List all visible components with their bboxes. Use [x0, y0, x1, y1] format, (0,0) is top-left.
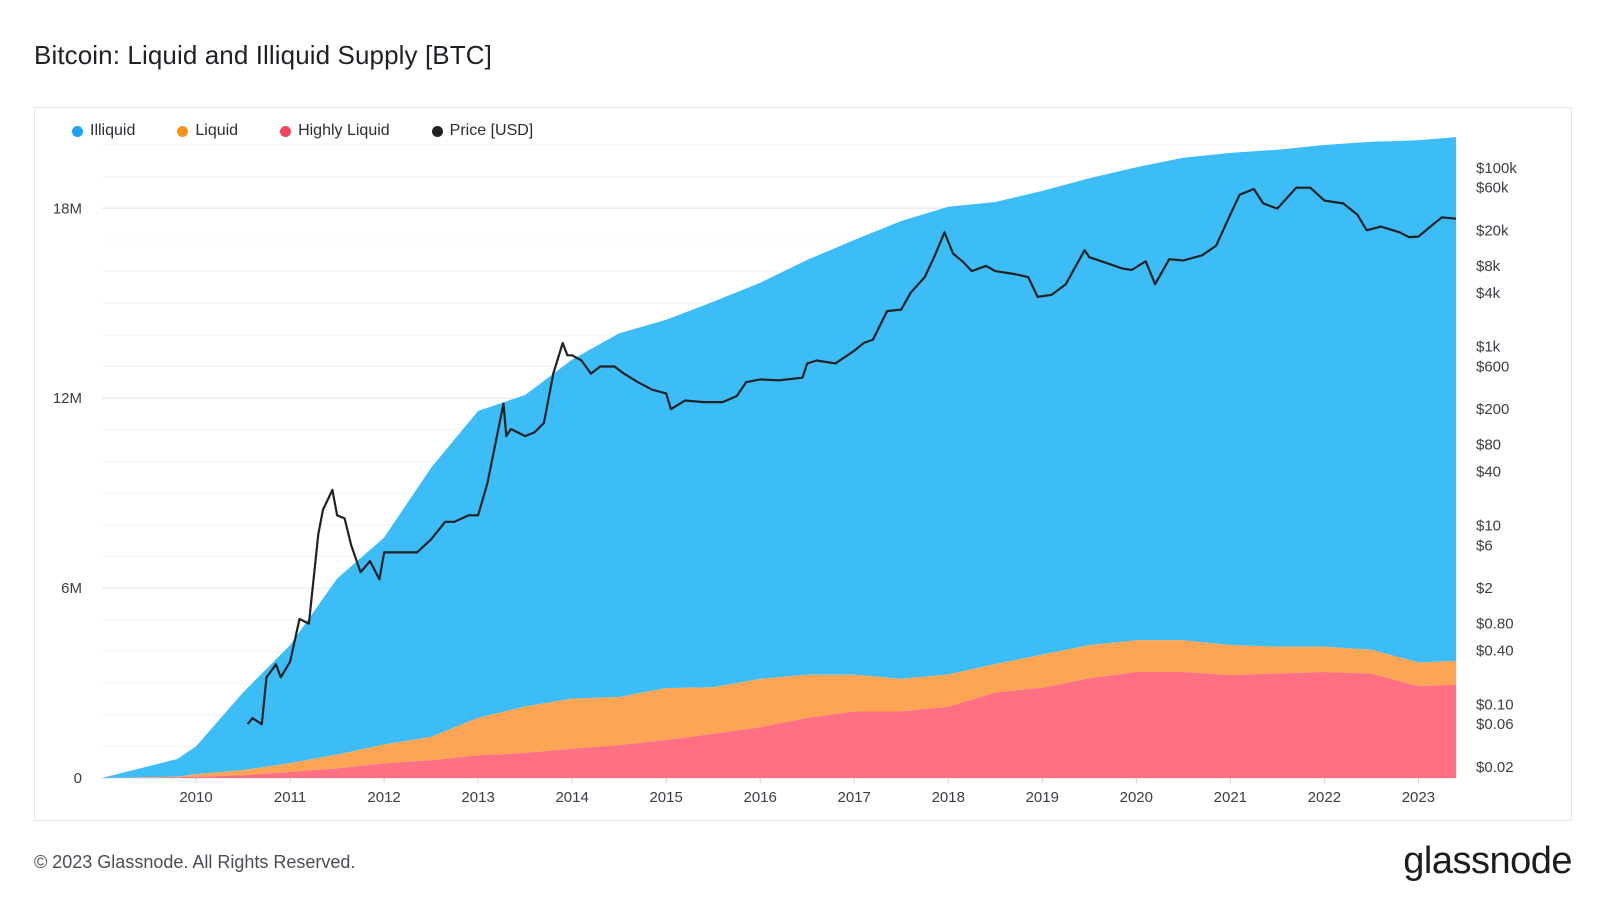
y-right-tick-label: $0.80	[1476, 616, 1514, 633]
x-tick-label: 2016	[744, 789, 777, 806]
x-tick-label: 2020	[1120, 789, 1153, 806]
y-right-tick-label: $0.02	[1476, 759, 1514, 776]
x-tick-label: 2022	[1308, 789, 1341, 806]
legend-label-illiquid: Illiquid	[90, 122, 136, 139]
x-tick-label: 2021	[1214, 789, 1247, 806]
legend-dot-price	[431, 125, 443, 137]
area-illiquid[interactable]	[102, 137, 1456, 779]
legend-dot-highly-liquid	[280, 125, 292, 137]
brand-logo[interactable]: glassnode	[1403, 840, 1572, 882]
y-left-tick-label: 18M	[53, 200, 82, 217]
y-right-tick-label: $0.06	[1476, 716, 1514, 733]
y-right-tick-label: $60k	[1476, 180, 1509, 197]
area-highly-liquid[interactable]	[102, 672, 1456, 778]
y-right-tick-label: $20k	[1476, 222, 1509, 239]
legend-item-illiquid[interactable]: Illiquid	[72, 122, 135, 140]
y-right-tick-label: $6	[1476, 537, 1493, 554]
y-right-tick-label: $100k	[1476, 160, 1517, 177]
x-axis: 2010 2011 2012 2013 2014 2015 2016 2017 2018 2019…	[179, 778, 1435, 806]
x-tick-label: 2013	[461, 789, 494, 806]
y-right-tick-label: $600	[1476, 358, 1509, 375]
legend-item-highly-liquid[interactable]: Highly Liquid	[280, 122, 390, 140]
y-axis-left: 0 6M 12M 18M	[53, 200, 82, 787]
legend-item-liquid[interactable]: Liquid	[177, 122, 238, 140]
y-right-tick-label: $40	[1476, 464, 1501, 481]
y-right-tick-label: $10	[1476, 517, 1501, 534]
x-tick-label: 2015	[649, 789, 682, 806]
x-tick-label: 2018	[932, 789, 965, 806]
x-tick-label: 2010	[179, 789, 212, 806]
y-right-tick-label: $200	[1476, 401, 1509, 418]
supply-areas	[102, 137, 1456, 779]
legend-label-highly-liquid: Highly Liquid	[298, 122, 390, 139]
legend-label-liquid: Liquid	[195, 122, 239, 139]
x-tick-label: 2017	[838, 789, 871, 806]
y-right-tick-label: $0.40	[1476, 642, 1514, 659]
price-series	[246, 186, 1457, 726]
y-right-tick-label: $4k	[1476, 285, 1501, 302]
x-tick-label: 2014	[555, 789, 588, 806]
y-left-tick-label: 12M	[53, 390, 82, 407]
area-liquid[interactable]	[102, 640, 1456, 778]
x-tick-label: 2011	[274, 789, 306, 806]
y-right-tick-label: $2	[1476, 580, 1493, 597]
y-left-tick-label: 0	[74, 770, 82, 787]
legend-label-price: Price [USD]	[449, 122, 534, 139]
price-line[interactable]	[246, 186, 1457, 726]
y-left-tick-label: 6M	[61, 580, 82, 597]
chart-title: Bitcoin: Liquid and Illiquid Supply [BTC…	[34, 40, 492, 70]
y-right-tick-label: $0.10	[1476, 696, 1514, 713]
copyright-notice: © 2023 Glassnode. All Rights Reserved.	[34, 852, 356, 872]
legend-dot-illiquid	[72, 125, 83, 137]
y-right-tick-label: $1k	[1476, 339, 1501, 356]
y-right-tick-label: $8k	[1476, 258, 1501, 275]
x-tick-label: 2012	[367, 789, 400, 806]
y-axis-right: $0.02 $0.06 $0.10 $0.40 $0.80 $2 $6 $10 $40 $80 $2…	[1476, 160, 1517, 776]
legend-item-price[interactable]: Price [USD]	[431, 122, 534, 140]
x-tick-label: 2019	[1026, 789, 1059, 806]
chart-legend: Illiquid Liquid Highly Liquid Price [USD…	[72, 122, 575, 140]
legend-dot-liquid	[177, 125, 189, 137]
x-tick-label: 2023	[1402, 789, 1435, 806]
y-right-tick-label: $80	[1476, 437, 1501, 454]
